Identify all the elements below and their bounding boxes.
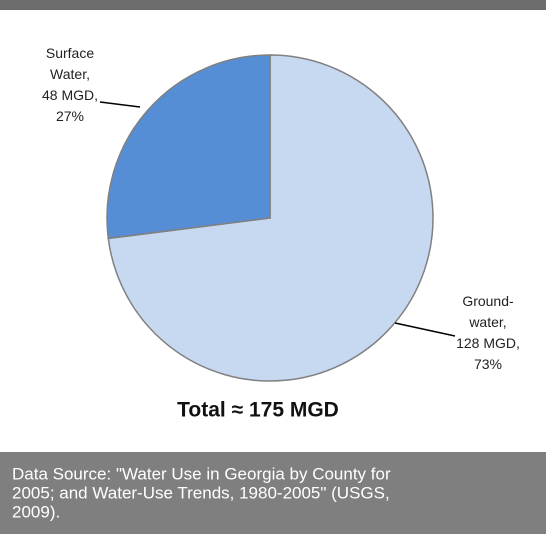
header-bar <box>0 0 546 10</box>
total-label: Total ≈ 175 MGD <box>177 399 339 422</box>
source-box <box>0 452 546 534</box>
pie-slice <box>106 54 271 240</box>
data-label: Ground-water, 128 MGD, 73% <box>456 293 520 372</box>
leader-line <box>394 322 456 337</box>
leader-line <box>99 101 141 108</box>
source-text: 2009). <box>12 502 60 521</box>
source-text: Data Source: "Water Use in Georgia by Co… <box>12 464 391 483</box>
data-label: Surface Water, 48 MGD, 27% <box>42 45 98 124</box>
source-text: 2005; and Water-Use Trends, 1980-2005" (… <box>12 483 390 502</box>
